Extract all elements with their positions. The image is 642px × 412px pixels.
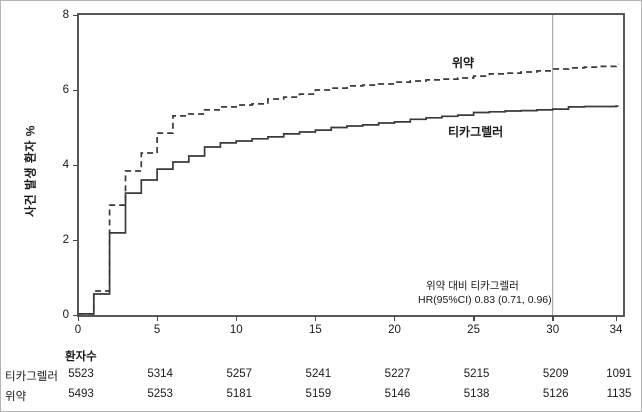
risk-count: 5215 [463,368,490,380]
x-tick-label: 25 [467,324,480,336]
x-tick-mark [77,316,79,321]
risk-count: 5314 [147,368,173,380]
hr-annotation-comparison: 위약 대비 티카그렐러 [426,280,519,292]
x-tick-label: 20 [388,324,401,336]
y-tick-label: 4 [62,159,69,171]
x-tick-label: 10 [229,324,243,336]
risk-table-row-placebo: 위약 5493 5253 5181 5159 5146 5138 5126 1135 [1,388,641,403]
risk-count: 5138 [463,388,490,400]
hr-annotation-value: HR(95%CI) 0.83 (0.71, 0.96) [418,293,552,306]
x-tick-mark [393,316,396,321]
y-tick-label: 6 [62,84,69,96]
x-tick-label: 0 [74,324,82,336]
risk-count: 5146 [384,388,411,400]
risk-count: 5126 [542,388,569,400]
ticagrelor-curve [78,105,619,315]
plot-frame [77,13,625,317]
y-tick-label: 0 [62,309,69,321]
y-tick-mark [73,89,78,91]
y-tick-label: 8 [62,9,69,21]
x-tick-mark [156,316,159,321]
x-tick-label: 30 [546,324,560,336]
risk-count: 5227 [384,368,411,380]
placebo-curve [78,63,619,315]
risk-count: 5181 [226,388,253,400]
risk-count: 5253 [147,388,173,400]
x-tick-label: 5 [153,324,161,336]
x-tick-mark [473,316,475,321]
risk-table-header: 환자수 [65,351,97,363]
hr-annotation: 위약 대비 티카그렐러 HR(95%CI) 0.83 (0.71, 0.96) [418,280,552,307]
ticagrelor-curve-label: 티카그렐러 [448,125,504,139]
x-tick-mark [314,316,317,321]
x-tick-mark [552,316,554,321]
y-tick-mark [73,314,78,316]
x-tick-mark [615,316,617,321]
y-tick-mark [73,239,78,241]
x-tick-label: 15 [308,324,322,336]
y-axis-title: 사건 발생 환자 % [23,125,38,217]
risk-row-label-placebo: 위약 [5,391,27,403]
risk-count: 5493 [68,388,94,400]
risk-count: 5523 [68,368,94,380]
risk-count: 5209 [542,368,569,380]
risk-row-label-ticagrelor: 티카그렐러 [5,371,58,383]
risk-count: 1091 [606,368,632,380]
placebo-curve-label: 위약 [452,56,475,70]
x-tick-mark [235,316,238,321]
risk-count: 5257 [226,368,253,380]
y-tick-mark [73,164,78,166]
risk-table-row-ticagrelor: 티카그렐러 5523 5314 5257 5241 5227 5215 5209 1091 [1,368,641,383]
y-tick-mark [73,14,78,16]
y-tick-label: 2 [62,234,69,246]
risk-count: 1135 [606,388,632,400]
risk-count: 5159 [305,388,332,400]
risk-count: 5241 [305,368,332,380]
x-tick-label: 34 [609,324,623,336]
